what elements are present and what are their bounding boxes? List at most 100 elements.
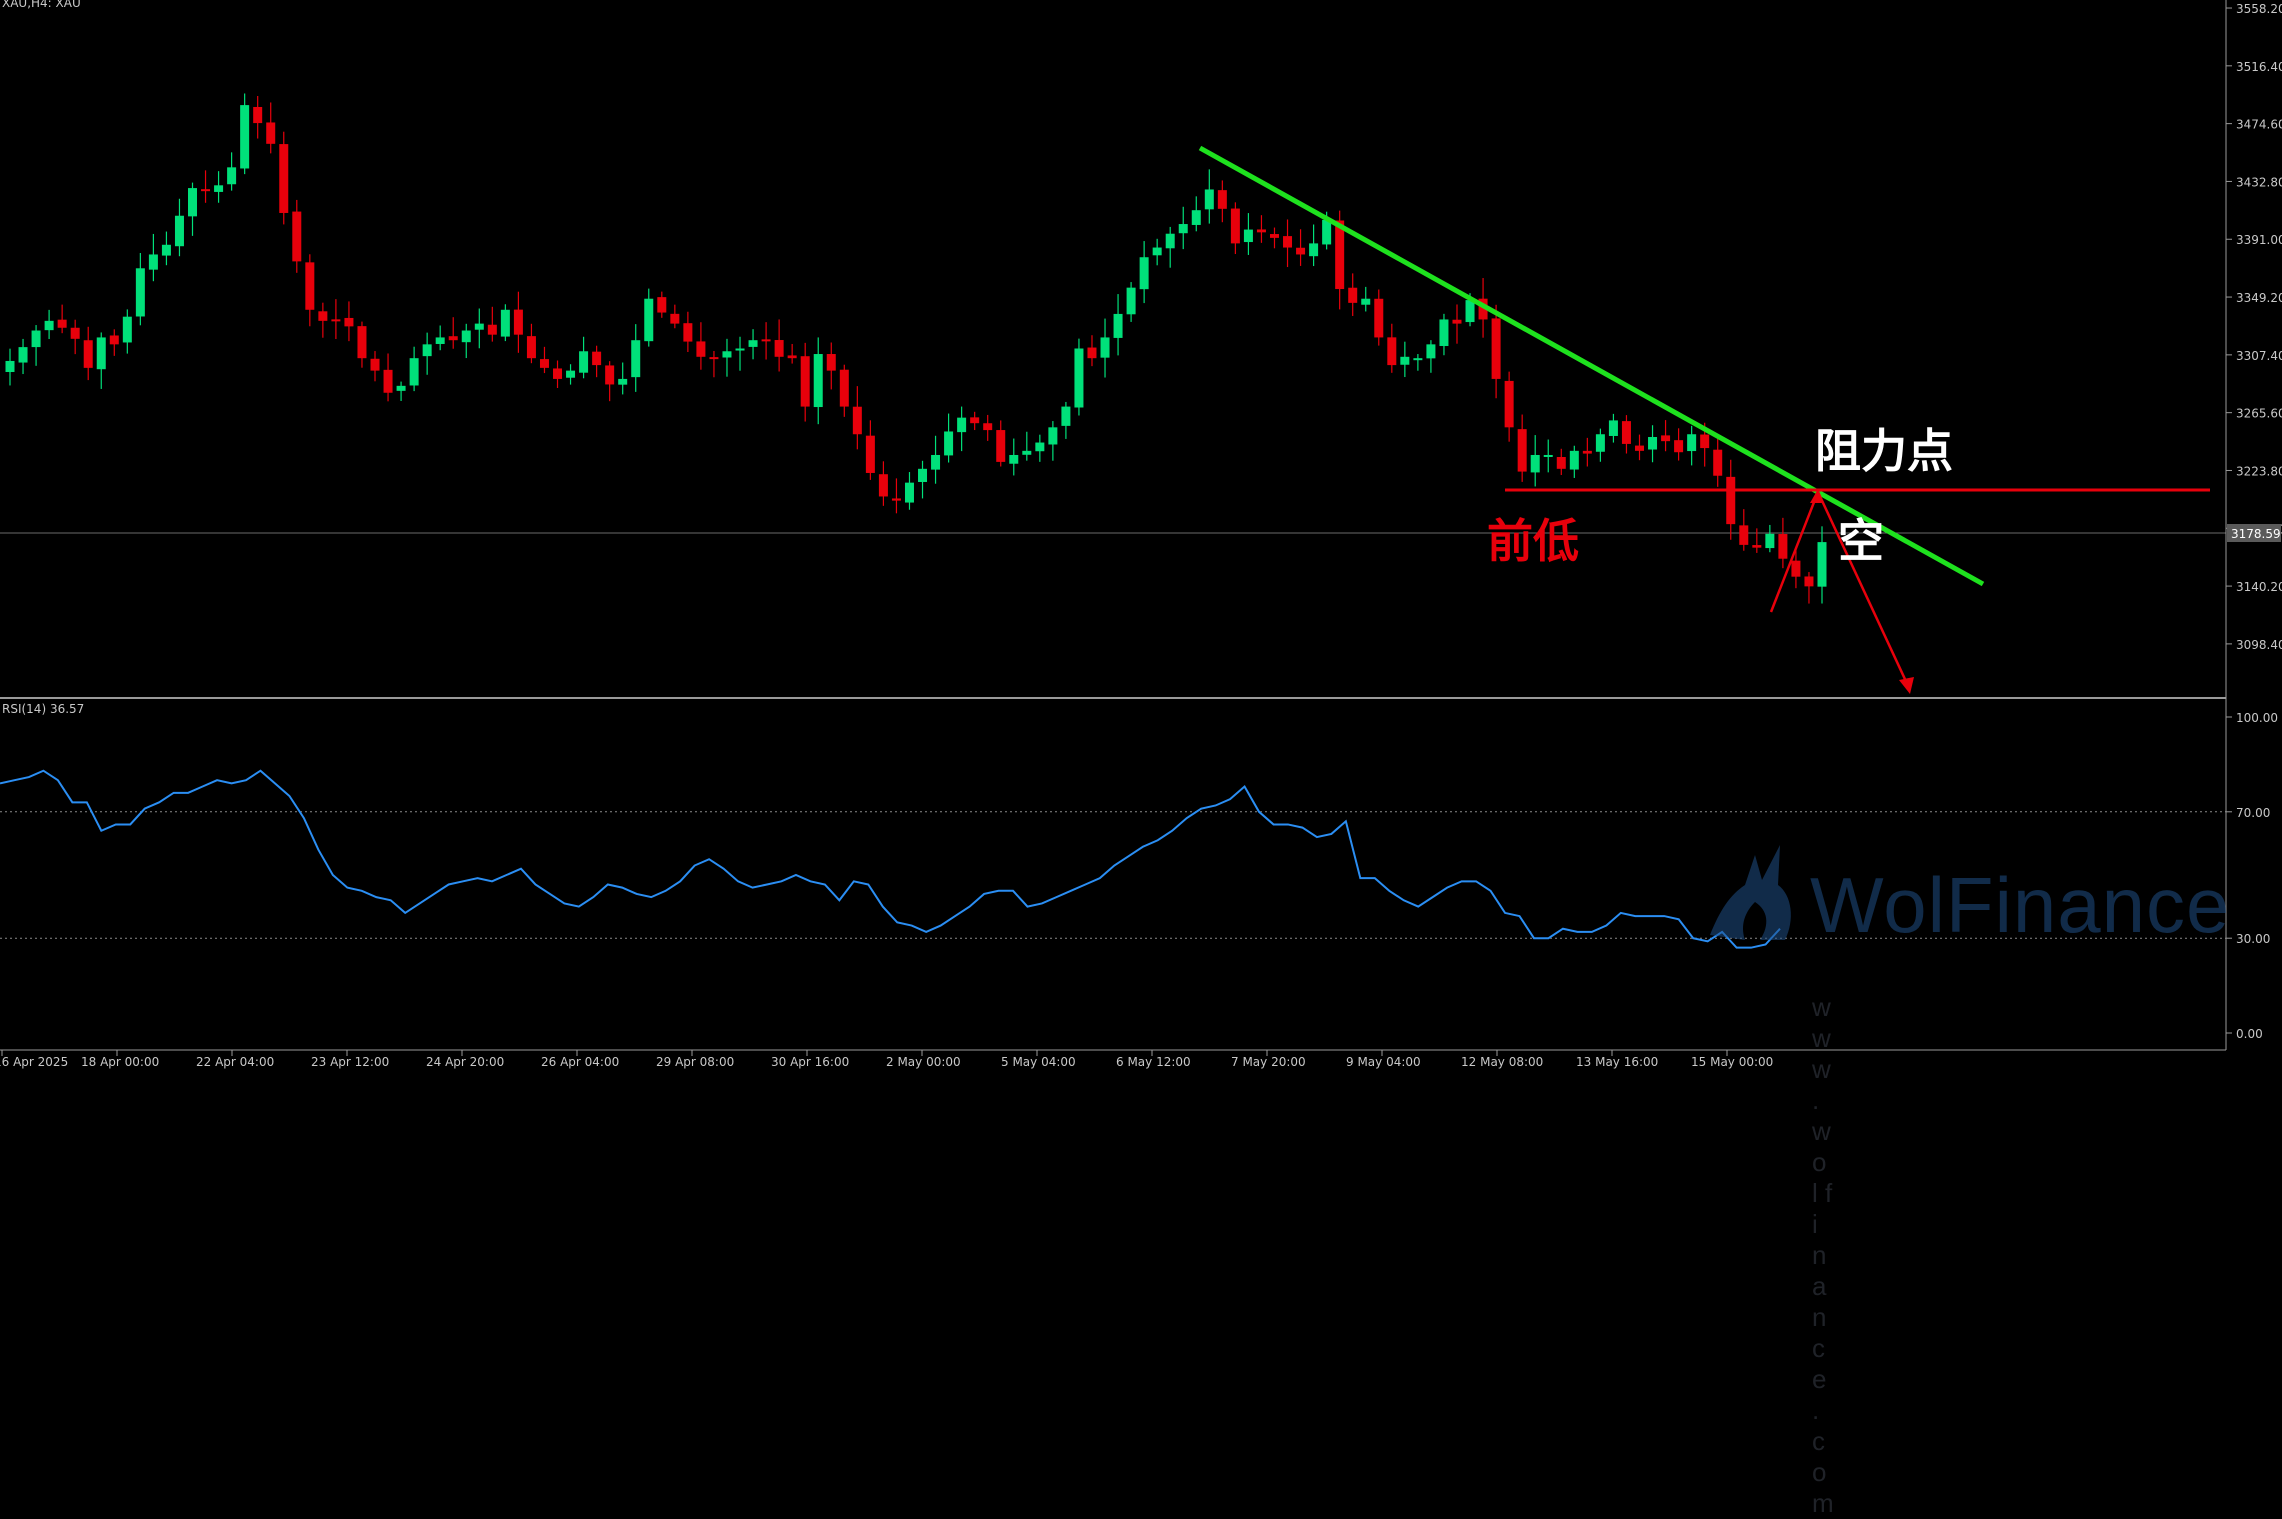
candle-up (461, 330, 471, 343)
rsi-line (0, 769, 1781, 949)
candle-down (370, 358, 380, 371)
price-tick-label: 3516.40 (2236, 60, 2282, 74)
candle-down (1452, 319, 1462, 324)
candle-up (396, 385, 406, 391)
candle-up (1009, 454, 1019, 464)
candle-up (957, 417, 967, 433)
candle-up (5, 360, 15, 373)
candle-up (748, 340, 758, 347)
candle-down (318, 311, 328, 321)
time-tick-label: 22 Apr 04:00 (196, 1055, 274, 1069)
rsi-title: RSI(14) 36.57 (2, 702, 85, 716)
candle-up (904, 482, 914, 503)
candle-up (1022, 450, 1032, 455)
candle-up (1204, 189, 1214, 210)
time-tick-label: 5 May 04:00 (1001, 1055, 1076, 1069)
time-tick-label: 16 Apr 2025 (0, 1055, 68, 1069)
price-tick-label: 3558.20 (2236, 2, 2282, 16)
candle-up (1426, 344, 1436, 359)
candle-up (214, 185, 224, 192)
candle-down (1374, 298, 1384, 338)
price-tick-label: 3140.20 (2236, 580, 2282, 594)
candle-up (227, 167, 237, 185)
candle-down (605, 365, 615, 385)
candle-down (487, 324, 497, 335)
candle-down (526, 336, 536, 359)
candle-up (500, 309, 510, 337)
candle-down (1778, 534, 1788, 559)
candle-up (1569, 450, 1579, 470)
candle-down (57, 319, 67, 328)
candle-down (709, 357, 719, 360)
candle-up (18, 347, 28, 363)
candle-down (826, 354, 836, 371)
candle-down (1674, 440, 1684, 453)
candle-down (670, 313, 680, 324)
time-tick-label: 12 May 08:00 (1461, 1055, 1543, 1069)
candle-up (31, 330, 41, 348)
candle-down (305, 262, 315, 310)
annotation-previous-low: 前低 (1487, 514, 1579, 568)
candle-up (1074, 348, 1084, 408)
watermark-brand: WolFinance (1810, 861, 2231, 949)
price-tick-label: 3307.40 (2236, 349, 2282, 363)
candle-up (1543, 454, 1553, 457)
candle-down (1256, 229, 1266, 233)
axes: 3558.20 3516.40 3474.60 3432.80 3391.00 3349.… (0, 0, 2282, 1069)
candle-up (1765, 533, 1775, 549)
candle-up (1100, 337, 1110, 358)
candle-up (1178, 224, 1188, 234)
price-tick-label: 3265.60 (2236, 407, 2282, 421)
annotation-resistance: 阻力点 (1815, 424, 1953, 478)
candle-up (618, 378, 628, 385)
candle-down (657, 297, 667, 313)
candle-up (918, 468, 928, 482)
wolf-logo-icon (1710, 845, 1791, 940)
time-tick-label: 24 Apr 20:00 (426, 1055, 504, 1069)
time-tick-label: 9 May 04:00 (1346, 1055, 1421, 1069)
candle-up (1439, 319, 1449, 347)
candle-down (1791, 560, 1801, 577)
price-tick-label: 3391.00 (2236, 233, 2282, 247)
candle-down (266, 122, 276, 144)
time-tick-label: 6 May 12:00 (1116, 1055, 1191, 1069)
candle-down (1335, 220, 1345, 290)
rsi-tick-label: 30.00 (2236, 932, 2270, 946)
candle-down (1621, 421, 1631, 444)
candle-up (1035, 442, 1045, 452)
candle-up (409, 358, 419, 386)
candle-down (1504, 380, 1514, 428)
time-tick-label: 18 Apr 00:00 (81, 1055, 159, 1069)
price-panel (0, 93, 2226, 694)
candle-up (1648, 437, 1658, 450)
candle-down (1230, 208, 1240, 244)
candle-down (839, 369, 849, 407)
candle-up (1413, 358, 1423, 361)
price-tick-label: 3349.20 (2236, 291, 2282, 305)
candle-up (631, 340, 641, 378)
candle-up (1113, 313, 1123, 338)
candle-down (292, 211, 302, 262)
candle-up (1465, 300, 1475, 323)
candle-down (1283, 236, 1293, 248)
candle-up (1243, 229, 1253, 243)
candle-up (161, 244, 171, 256)
candle-down (592, 351, 602, 366)
candle-down (983, 423, 993, 431)
candle-up (1595, 434, 1605, 452)
candle-up (1048, 427, 1058, 445)
candle-down (1478, 298, 1488, 320)
candle-up (1165, 233, 1175, 249)
candle-down (1491, 318, 1501, 379)
candle-up (188, 188, 198, 217)
candle-up (1126, 287, 1136, 315)
candle-down (383, 369, 393, 393)
candle-down (279, 144, 289, 213)
candle-down (878, 474, 888, 497)
candle-up (813, 354, 823, 408)
arrow-head-up (1810, 489, 1824, 503)
candle-down (787, 355, 797, 359)
candle-up (1817, 542, 1827, 587)
candle-down (539, 359, 549, 368)
time-tick-label: 30 Apr 16:00 (771, 1055, 849, 1069)
